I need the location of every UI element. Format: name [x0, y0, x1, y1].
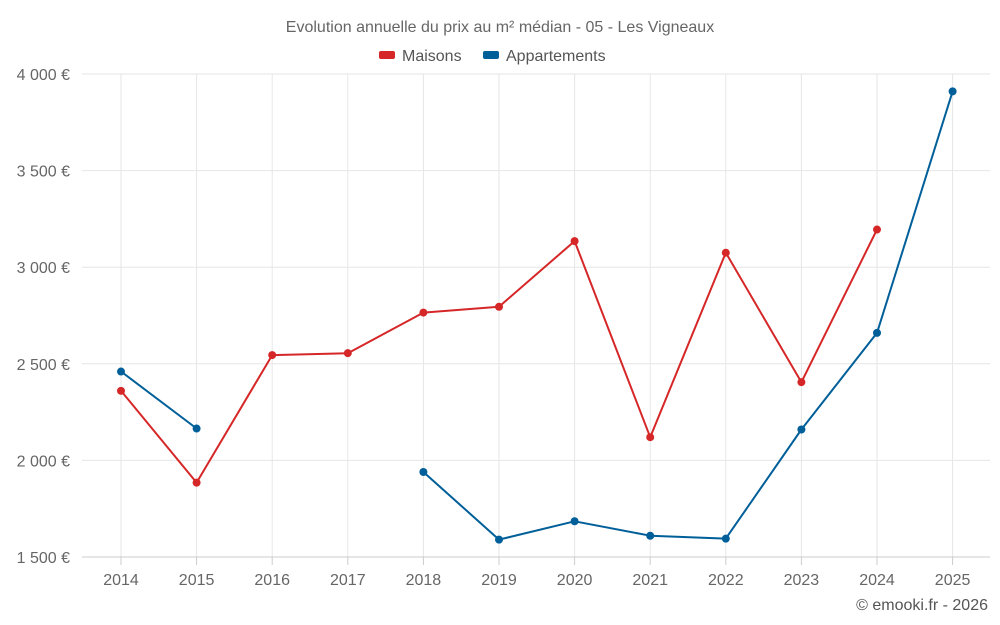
y-tick-label: 2 500 € [17, 357, 70, 374]
chart-title: Evolution annuelle du prix au m² médian … [286, 19, 714, 36]
legend-item-appartements[interactable]: Appartements [483, 48, 606, 65]
data-point-maisons[interactable] [570, 237, 579, 246]
data-point-maisons[interactable] [797, 378, 806, 387]
x-tick-label: 2025 [935, 572, 971, 589]
legend-item-maisons[interactable]: Maisons [379, 48, 462, 65]
legend-swatch-appartements [483, 51, 499, 59]
series-group [117, 87, 957, 544]
data-point-appartements[interactable] [570, 517, 579, 526]
x-tick-label: 2014 [103, 572, 139, 589]
x-tick-label: 2023 [784, 572, 820, 589]
grid [82, 73, 990, 558]
x-tick-label: 2017 [330, 572, 366, 589]
data-point-appartements[interactable] [495, 535, 503, 544]
data-point-maisons[interactable] [117, 386, 125, 395]
data-point-maisons[interactable] [192, 478, 201, 487]
data-point-maisons[interactable] [873, 225, 881, 234]
data-point-maisons[interactable] [646, 433, 655, 442]
y-tick-label: 3 000 € [17, 260, 70, 277]
data-point-appartements[interactable] [419, 467, 428, 476]
data-point-maisons[interactable] [721, 248, 730, 257]
x-axis: 2014 2015 2016 2017 2018 2019 2020 2021 2022 2023… [82, 556, 990, 589]
data-point-maisons[interactable] [419, 308, 428, 317]
data-point-appartements[interactable] [646, 531, 655, 540]
legend-label-appartements: Appartements [506, 48, 606, 65]
x-tick-label: 2016 [254, 572, 290, 589]
data-point-appartements[interactable] [192, 424, 201, 433]
legend-swatch-maisons [379, 51, 395, 59]
y-tick-label: 3 500 € [17, 164, 70, 181]
x-tick-label: 2020 [557, 572, 593, 589]
data-point-appartements[interactable] [797, 425, 806, 434]
series-line-appartements [120, 370, 198, 430]
data-point-appartements[interactable] [117, 367, 125, 376]
data-point-maisons[interactable] [495, 302, 503, 311]
credit-text: © emooki.fr - 2026 [856, 597, 988, 614]
legend-label-maisons: Maisons [402, 48, 462, 65]
data-point-appartements[interactable] [948, 87, 957, 96]
data-point-appartements[interactable] [721, 534, 730, 543]
series-appartements [117, 87, 957, 544]
x-tick-label: 2021 [632, 572, 668, 589]
series-line-appartements [422, 90, 954, 541]
series-maisons [117, 225, 881, 487]
x-tick-label: 2024 [859, 572, 895, 589]
legend: Maisons Appartements [379, 48, 606, 65]
x-tick-label: 2018 [406, 572, 442, 589]
y-tick-label: 2 000 € [17, 453, 70, 470]
data-point-maisons[interactable] [268, 351, 277, 360]
data-point-appartements[interactable] [873, 328, 881, 337]
x-tick-label: 2019 [481, 572, 517, 589]
y-tick-label: 4 000 € [17, 67, 70, 84]
y-tick-label: 1 500 € [17, 550, 70, 567]
x-tick-label: 2015 [179, 572, 215, 589]
data-point-maisons[interactable] [343, 349, 352, 358]
x-tick-label: 2022 [708, 572, 744, 589]
y-axis: 1 500 € 2 000 € 2 500 € 3 000 € 3 500 € 4 000… [17, 67, 70, 567]
